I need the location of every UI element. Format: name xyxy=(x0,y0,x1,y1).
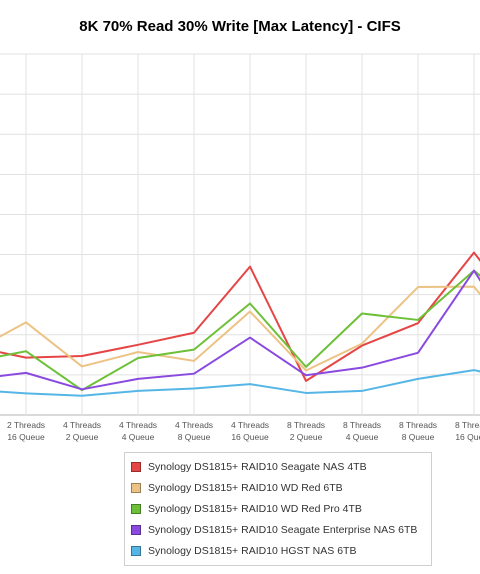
legend-label: Synology DS1815+ RAID10 Seagate NAS 4TB xyxy=(148,460,367,473)
legend-label: Synology DS1815+ RAID10 Seagate Enterpri… xyxy=(148,523,418,536)
x-tick-label: 2 Threads xyxy=(7,420,45,430)
x-tick-label: 8 Queue xyxy=(178,432,211,442)
series-line-4 xyxy=(0,269,480,391)
x-tick-label: 8 Threads xyxy=(343,420,381,430)
legend-item: Synology DS1815+ RAID10 WD Red Pro 4TB xyxy=(125,498,431,519)
x-tick-label: 2 Queue xyxy=(66,432,99,442)
legend-swatch xyxy=(131,461,141,472)
x-tick-label: 4 Threads xyxy=(119,420,157,430)
legend-swatch xyxy=(131,545,141,556)
legend-label: Synology DS1815+ RAID10 WD Red 6TB xyxy=(148,481,343,494)
x-tick-label: 4 Threads xyxy=(63,420,101,430)
legend-swatch xyxy=(131,482,141,493)
x-tick-label: 4 Queue xyxy=(346,432,379,442)
legend-item: Synology DS1815+ RAID10 Seagate Enterpri… xyxy=(125,519,431,540)
chart-legend: Synology DS1815+ RAID10 Seagate NAS 4TB S… xyxy=(124,452,432,566)
x-tick-label: 16 Queue xyxy=(455,432,480,442)
legend-item: Synology DS1815+ RAID10 Seagate NAS 4TB xyxy=(125,456,431,477)
x-tick-label: 4 Threads xyxy=(231,420,269,430)
x-tick-label: 16 Queue xyxy=(231,432,269,442)
x-tick-label: 2 Queue xyxy=(290,432,323,442)
series-line-1 xyxy=(0,251,480,382)
series-line-2 xyxy=(0,285,480,372)
series-line-3 xyxy=(0,269,480,392)
legend-label: Synology DS1815+ RAID10 HGST NAS 6TB xyxy=(148,544,357,557)
x-tick-label: 8 Queue xyxy=(402,432,435,442)
series-line-5 xyxy=(0,369,480,397)
x-tick-label: 8 Threads xyxy=(455,420,480,430)
legend-item: Synology DS1815+ RAID10 HGST NAS 6TB xyxy=(125,540,431,561)
legend-swatch xyxy=(131,503,141,514)
x-tick-label: 16 Queue xyxy=(7,432,45,442)
x-tick-label: 4 Queue xyxy=(122,432,155,442)
x-tick-label: 4 Threads xyxy=(175,420,213,430)
legend-label: Synology DS1815+ RAID10 WD Red Pro 4TB xyxy=(148,502,362,515)
legend-item: Synology DS1815+ RAID10 WD Red 6TB xyxy=(125,477,431,498)
legend-swatch xyxy=(131,524,141,535)
x-tick-label: 8 Threads xyxy=(287,420,325,430)
x-tick-label: 8 Threads xyxy=(399,420,437,430)
chart-title: 8K 70% Read 30% Write [Max Latency] - CI… xyxy=(79,18,401,35)
